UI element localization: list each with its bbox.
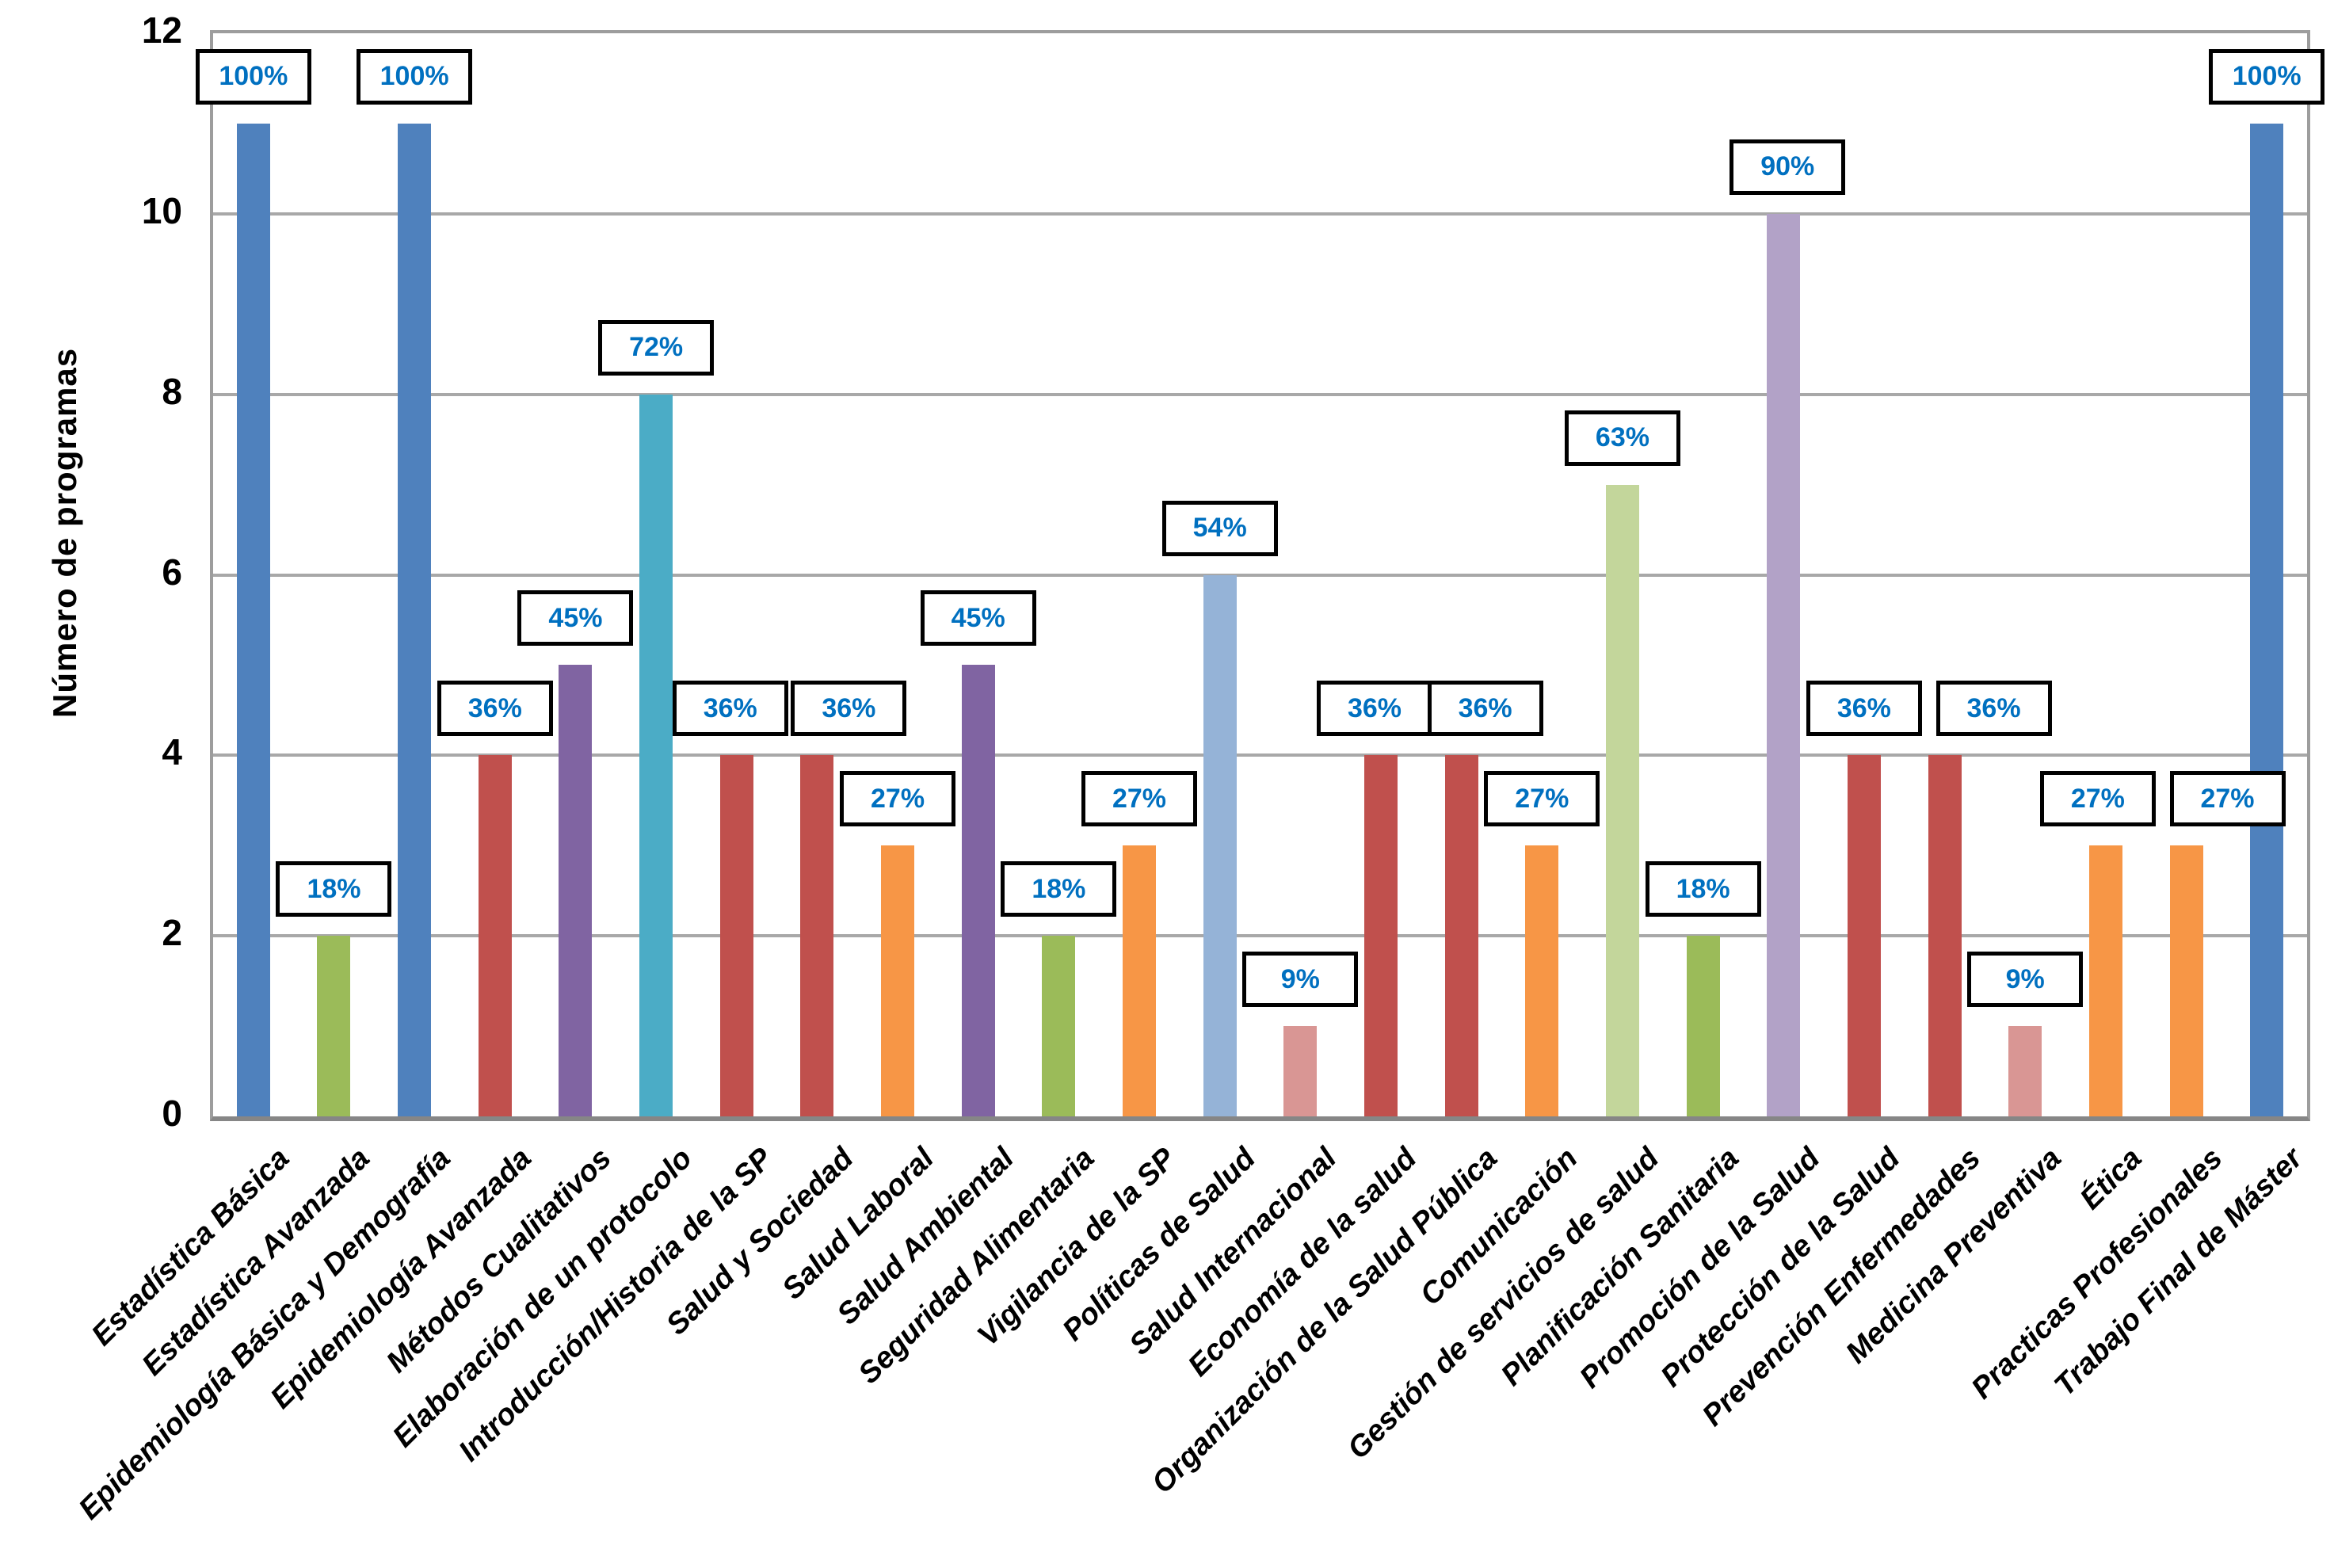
gridline bbox=[213, 573, 2307, 577]
percent-label: 27% bbox=[1484, 771, 1600, 827]
percent-label: 36% bbox=[1316, 681, 1432, 737]
gridline bbox=[213, 392, 2307, 396]
bar bbox=[1363, 755, 1398, 1116]
bar bbox=[2008, 1026, 2042, 1116]
bar bbox=[1847, 755, 1881, 1116]
percent-label: 36% bbox=[672, 681, 788, 737]
bar bbox=[236, 123, 270, 1116]
x-axis-tick-label: Epidemiología Básica y Demografía bbox=[72, 1142, 457, 1527]
percent-label: 9% bbox=[1242, 952, 1359, 1008]
bar bbox=[1444, 755, 1478, 1116]
percent-label: 72% bbox=[598, 319, 715, 376]
bar bbox=[1686, 936, 1720, 1116]
y-axis-tick-label: 6 bbox=[162, 551, 182, 593]
y-axis-tick-label: 12 bbox=[141, 10, 182, 51]
bar bbox=[1525, 845, 1559, 1116]
y-axis-tick-label: 2 bbox=[162, 912, 182, 954]
percent-label: 27% bbox=[2039, 771, 2156, 827]
bar bbox=[800, 755, 834, 1116]
percent-label: 27% bbox=[1081, 771, 1198, 827]
bar bbox=[1928, 755, 1962, 1116]
percent-label: 100% bbox=[2209, 48, 2325, 105]
bar bbox=[559, 665, 593, 1116]
bar bbox=[398, 123, 432, 1116]
bar bbox=[1283, 1026, 1318, 1116]
percent-label: 100% bbox=[357, 48, 473, 105]
percent-label: 18% bbox=[276, 861, 392, 918]
percent-label: 27% bbox=[840, 771, 956, 827]
gridline bbox=[213, 934, 2307, 938]
bar bbox=[2250, 123, 2284, 1116]
gridline bbox=[213, 753, 2307, 757]
percent-label: 9% bbox=[1967, 952, 2084, 1008]
percent-label: 63% bbox=[1564, 410, 1680, 466]
percent-label: 45% bbox=[517, 590, 634, 647]
y-axis-tick-label: 0 bbox=[162, 1093, 182, 1134]
percent-label: 90% bbox=[1730, 139, 1846, 195]
y-axis-tick-label: 10 bbox=[141, 189, 182, 231]
bar bbox=[961, 665, 995, 1116]
percent-label: 100% bbox=[195, 48, 311, 105]
percent-label: 36% bbox=[1427, 681, 1543, 737]
y-axis-tick-label: 8 bbox=[162, 370, 182, 412]
bar bbox=[2169, 845, 2203, 1116]
bar bbox=[1042, 936, 1076, 1116]
percent-label: 36% bbox=[1806, 681, 1922, 737]
percent-label: 36% bbox=[437, 681, 553, 737]
bar bbox=[478, 755, 512, 1116]
bar bbox=[881, 845, 915, 1116]
percent-label: 54% bbox=[1161, 500, 1278, 556]
bar bbox=[1123, 845, 1157, 1116]
percent-label: 27% bbox=[2169, 771, 2286, 827]
bar bbox=[719, 755, 753, 1116]
bar bbox=[1767, 213, 1801, 1116]
bar bbox=[1203, 574, 1237, 1116]
percent-label: 45% bbox=[920, 590, 1036, 647]
percent-label: 18% bbox=[1645, 861, 1761, 918]
bar bbox=[317, 936, 351, 1116]
bar bbox=[2088, 845, 2122, 1116]
bar bbox=[639, 394, 673, 1116]
x-axis-tick-label: Ética bbox=[2073, 1142, 2149, 1216]
percent-label: 36% bbox=[1935, 681, 2052, 737]
percent-label: 36% bbox=[791, 681, 907, 737]
bar bbox=[1605, 484, 1639, 1116]
x-axis: Estadística Básica Estadística Avanzada Ep… bbox=[73, 1118, 2309, 1568]
gridline bbox=[213, 212, 2307, 216]
plot-area: 100% 18% 100% 36% 45% 72% 36% 36% 27% 45% 18% 27% 54… bbox=[195, 30, 2325, 1121]
y-axis-tick-label: 4 bbox=[162, 731, 182, 773]
percent-label: 18% bbox=[1001, 861, 1117, 918]
